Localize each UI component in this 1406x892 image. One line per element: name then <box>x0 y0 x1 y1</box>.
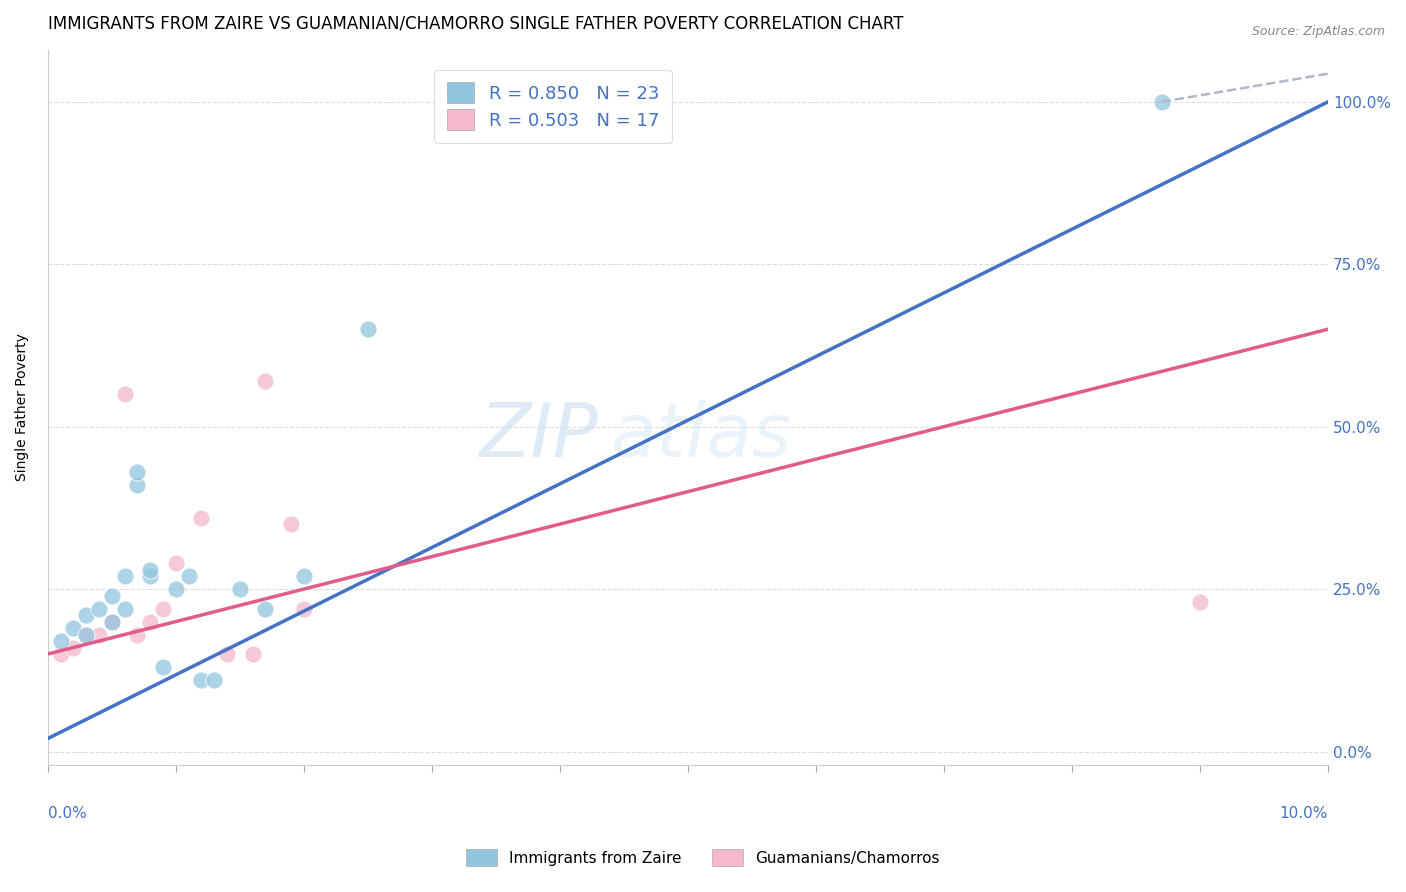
Point <box>152 601 174 615</box>
Text: IMMIGRANTS FROM ZAIRE VS GUAMANIAN/CHAMORRO SINGLE FATHER POVERTY CORRELATION CH: IMMIGRANTS FROM ZAIRE VS GUAMANIAN/CHAMO… <box>48 15 903 33</box>
Point <box>242 647 264 661</box>
Text: 0.0%: 0.0% <box>48 806 87 822</box>
Point <box>127 478 149 492</box>
Point <box>100 615 122 629</box>
Text: ZIP: ZIP <box>479 400 599 472</box>
Point <box>152 660 174 674</box>
Legend: Immigrants from Zaire, Guamanians/Chamorros: Immigrants from Zaire, Guamanians/Chamor… <box>457 839 949 875</box>
Y-axis label: Single Father Poverty: Single Father Poverty <box>15 334 30 481</box>
Point <box>254 601 277 615</box>
Text: 10.0%: 10.0% <box>1279 806 1329 822</box>
Point <box>1150 95 1173 109</box>
Point <box>190 673 212 687</box>
Point <box>357 322 380 336</box>
Point <box>100 589 122 603</box>
Point <box>177 569 200 583</box>
Point <box>127 627 149 641</box>
Point <box>75 627 97 641</box>
Text: Source: ZipAtlas.com: Source: ZipAtlas.com <box>1251 25 1385 38</box>
Point <box>165 556 187 570</box>
Point <box>1189 595 1212 609</box>
Point <box>229 582 252 596</box>
Point <box>100 615 122 629</box>
Point <box>215 647 238 661</box>
Point <box>49 634 72 648</box>
Point <box>114 601 136 615</box>
Point <box>139 569 162 583</box>
Text: atlas: atlas <box>612 400 793 472</box>
Point <box>114 569 136 583</box>
Point <box>114 387 136 401</box>
Legend: R = 0.850   N = 23, R = 0.503   N = 17: R = 0.850 N = 23, R = 0.503 N = 17 <box>434 70 672 143</box>
Point <box>49 647 72 661</box>
Point <box>139 615 162 629</box>
Point <box>62 640 84 655</box>
Point <box>139 563 162 577</box>
Point <box>62 621 84 635</box>
Point <box>292 601 315 615</box>
Point <box>202 673 225 687</box>
Point <box>165 582 187 596</box>
Point <box>280 517 302 532</box>
Point <box>87 627 110 641</box>
Point <box>75 608 97 623</box>
Point <box>127 465 149 479</box>
Point <box>75 627 97 641</box>
Point <box>292 569 315 583</box>
Point <box>87 601 110 615</box>
Point <box>190 510 212 524</box>
Point <box>254 374 277 388</box>
